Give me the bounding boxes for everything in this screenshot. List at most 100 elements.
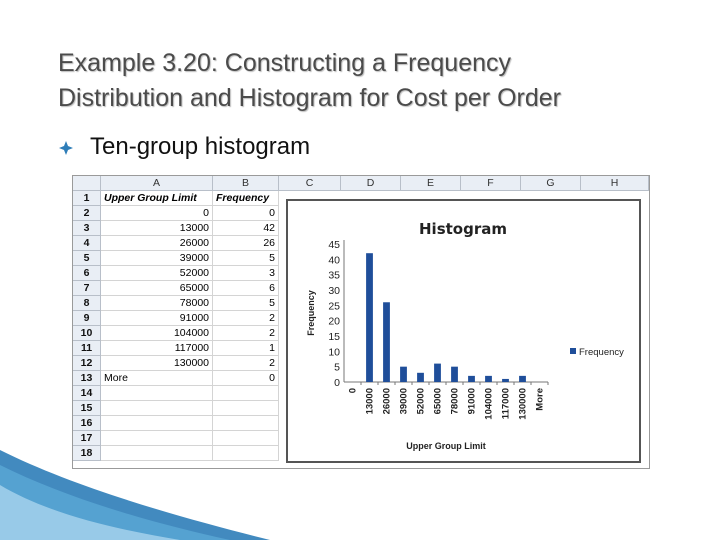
- cell-upper-group-limit[interactable]: 104000: [101, 326, 213, 341]
- cell-upper-group-limit[interactable]: [101, 386, 213, 401]
- histogram-bar: [366, 253, 373, 382]
- y-tick-label: 0: [334, 377, 340, 389]
- cell-frequency[interactable]: 2: [213, 356, 279, 371]
- slide-title-line-2: Distribution and Histogram for Cost per …: [58, 84, 561, 112]
- row-number[interactable]: 11: [73, 341, 101, 356]
- y-tick-label: 30: [328, 285, 340, 297]
- cell-upper-group-limit[interactable]: 65000: [101, 281, 213, 296]
- y-tick-label: 25: [328, 300, 340, 312]
- select-all-corner[interactable]: [73, 176, 101, 191]
- spreadsheet: A B C D E F G H 1 Upper Group Limit Freque…: [72, 175, 650, 469]
- bullet-glyph-icon: [59, 141, 73, 155]
- column-header-row: A B C D E F G H: [73, 176, 649, 191]
- slide-title: Example 3.20: Constructing a Frequency D…: [58, 46, 708, 116]
- cell-frequency[interactable]: [213, 431, 279, 446]
- cell-frequency[interactable]: [213, 401, 279, 416]
- cell-upper-group-limit[interactable]: 26000: [101, 236, 213, 251]
- cell-upper-group-limit[interactable]: [101, 431, 213, 446]
- cell-upper-group-limit[interactable]: 91000: [101, 311, 213, 326]
- x-tick-label: 117000: [501, 388, 512, 419]
- row-number[interactable]: 13: [73, 371, 101, 386]
- cell-frequency[interactable]: 3: [213, 266, 279, 281]
- x-tick-label: 26000: [382, 388, 393, 414]
- x-tick-label: 39000: [399, 388, 410, 414]
- row-number[interactable]: 2: [73, 206, 101, 221]
- histogram-chart[interactable]: Histogram 0 5 10 15 20 25 30 35 40 45 Frequency 0 130…: [286, 199, 641, 463]
- cell-upper-group-limit[interactable]: 0: [101, 206, 213, 221]
- row-number[interactable]: 7: [73, 281, 101, 296]
- row-number[interactable]: 15: [73, 401, 101, 416]
- row-number[interactable]: 12: [73, 356, 101, 371]
- histogram-bar: [451, 366, 458, 382]
- y-tick-label: 45: [328, 239, 340, 251]
- cell-upper-group-limit[interactable]: 13000: [101, 221, 213, 236]
- column-header-d[interactable]: D: [341, 176, 401, 191]
- y-tick-label: 10: [328, 346, 340, 358]
- x-tick-label: 65000: [433, 388, 444, 414]
- row-number[interactable]: 6: [73, 266, 101, 281]
- y-tick-label: 20: [328, 316, 340, 328]
- cell-upper-group-limit[interactable]: 39000: [101, 251, 213, 266]
- cell-frequency[interactable]: 2: [213, 326, 279, 341]
- column-header-f[interactable]: F: [461, 176, 521, 191]
- row-number[interactable]: 3: [73, 221, 101, 236]
- cell-upper-group-limit[interactable]: 117000: [101, 341, 213, 356]
- x-tick-label: 104000: [484, 388, 495, 420]
- header-cell-upper-group-limit[interactable]: Upper Group Limit: [101, 191, 213, 206]
- row-number[interactable]: 10: [73, 326, 101, 341]
- x-tick-label: 0: [348, 388, 359, 393]
- y-tick-label: 5: [334, 362, 340, 374]
- cell-upper-group-limit[interactable]: [101, 401, 213, 416]
- x-tick-label: 13000: [365, 388, 376, 414]
- histogram-bar: [400, 366, 407, 382]
- column-header-h[interactable]: H: [581, 176, 649, 191]
- legend-label: Frequency: [579, 347, 624, 358]
- row-number[interactable]: 18: [73, 446, 101, 461]
- y-tick-label: 40: [328, 254, 340, 266]
- x-tick-label: 78000: [450, 388, 461, 414]
- cell-upper-group-limit[interactable]: 52000: [101, 266, 213, 281]
- cell-frequency[interactable]: 26: [213, 236, 279, 251]
- cell-frequency[interactable]: [213, 446, 279, 461]
- y-tick-label: 15: [328, 331, 340, 343]
- column-header-a[interactable]: A: [101, 176, 213, 191]
- row-number[interactable]: 14: [73, 386, 101, 401]
- header-cell-frequency[interactable]: Frequency: [213, 191, 279, 206]
- cell-frequency[interactable]: 42: [213, 221, 279, 236]
- cell-upper-group-limit[interactable]: [101, 446, 213, 461]
- x-tick-label: More: [535, 388, 546, 411]
- cell-upper-group-limit[interactable]: [101, 416, 213, 431]
- histogram-bar: [383, 302, 390, 382]
- histogram-bar: [417, 372, 424, 382]
- x-tick-label: 91000: [467, 388, 478, 414]
- cell-frequency[interactable]: [213, 416, 279, 431]
- slide-title-line-1: Example 3.20: Constructing a Frequency: [58, 49, 512, 77]
- row-number[interactable]: 16: [73, 416, 101, 431]
- cell-frequency[interactable]: 5: [213, 251, 279, 266]
- row-number[interactable]: 17: [73, 431, 101, 446]
- x-tick-label: 52000: [416, 388, 427, 414]
- cell-upper-group-limit[interactable]: 130000: [101, 356, 213, 371]
- histogram-bar: [519, 375, 526, 382]
- x-axis-label: Upper Group Limit: [406, 441, 486, 451]
- cell-frequency[interactable]: 0: [213, 371, 279, 386]
- column-header-b[interactable]: B: [213, 176, 279, 191]
- cell-frequency[interactable]: 5: [213, 296, 279, 311]
- row-number[interactable]: 9: [73, 311, 101, 326]
- column-header-c[interactable]: C: [279, 176, 341, 191]
- column-header-g[interactable]: G: [521, 176, 581, 191]
- row-number[interactable]: 8: [73, 296, 101, 311]
- cell-upper-group-limit[interactable]: More: [101, 371, 213, 386]
- cell-frequency[interactable]: 6: [213, 281, 279, 296]
- cell-upper-group-limit[interactable]: 78000: [101, 296, 213, 311]
- cell-frequency[interactable]: 1: [213, 341, 279, 356]
- row-number[interactable]: 4: [73, 236, 101, 251]
- cell-frequency[interactable]: [213, 386, 279, 401]
- cell-frequency[interactable]: 0: [213, 206, 279, 221]
- histogram-bar: [485, 375, 492, 382]
- row-number[interactable]: 5: [73, 251, 101, 266]
- histogram-bar: [468, 375, 475, 382]
- row-number[interactable]: 1: [73, 191, 101, 206]
- column-header-e[interactable]: E: [401, 176, 461, 191]
- cell-frequency[interactable]: 2: [213, 311, 279, 326]
